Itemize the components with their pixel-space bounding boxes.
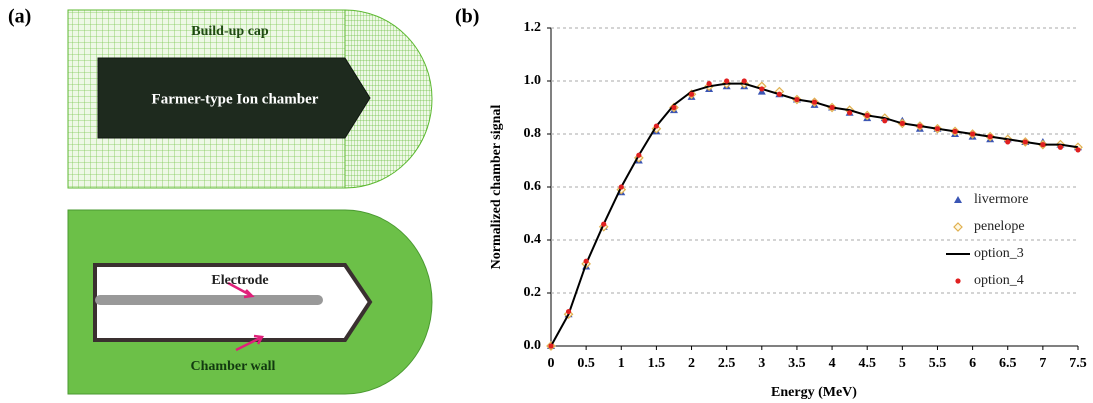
circle-marker: [882, 118, 887, 123]
chamber-label: Farmer-type Ion chamber: [152, 91, 319, 107]
legend-label: option_4: [974, 273, 1024, 288]
circle-marker: [970, 131, 975, 136]
y-tick-label: 0.8: [524, 126, 542, 141]
circle-marker: [759, 86, 764, 91]
circle-marker: [988, 134, 993, 139]
circle-marker: [584, 259, 589, 264]
x-tick-label: 7: [1039, 356, 1046, 371]
x-tick-label: 6.5: [999, 356, 1017, 371]
y-tick-label: 0.4: [524, 232, 542, 247]
circle-marker: [917, 123, 922, 128]
circle-marker: [935, 126, 940, 131]
x-tick-label: 5.5: [929, 356, 947, 371]
y-tick-label: 0.6: [524, 179, 542, 194]
circle-marker: [955, 278, 960, 283]
circle-marker: [1058, 145, 1063, 150]
circle-marker: [654, 123, 659, 128]
wall-label: Chamber wall: [191, 359, 276, 374]
x-tick-label: 2.5: [718, 356, 736, 371]
panel-label: (b): [455, 6, 479, 28]
y-tick-label: 0.2: [524, 285, 542, 300]
circle-marker: [671, 105, 676, 110]
triangle-marker: [954, 196, 962, 203]
x-tick-label: 4.5: [858, 356, 876, 371]
circle-marker: [1040, 142, 1045, 147]
y-tick-label: 1.2: [524, 20, 542, 35]
x-tick-label: 0.5: [577, 356, 595, 371]
cap-label: Build-up cap: [191, 24, 269, 39]
y-tick-label: 1.0: [524, 73, 542, 88]
circle-marker: [1023, 139, 1028, 144]
circle-marker: [689, 92, 694, 97]
circle-marker: [777, 92, 782, 97]
circle-marker: [865, 113, 870, 118]
circle-marker: [636, 153, 641, 158]
electrode-label: Electrode: [211, 273, 268, 288]
x-tick-label: 5: [899, 356, 906, 371]
circle-marker: [601, 222, 606, 227]
circle-marker: [900, 121, 905, 126]
circle-marker: [829, 105, 834, 110]
circle-marker: [1005, 139, 1010, 144]
x-tick-label: 1.5: [648, 356, 666, 371]
figure: (a) (b) Build-up cap Farmer-type Ion cha…: [0, 0, 1093, 403]
x-tick-label: 7.5: [1069, 356, 1087, 371]
circle-marker: [1075, 147, 1080, 152]
x-tick-label: 2: [688, 356, 695, 371]
circle-marker: [619, 184, 624, 189]
circle-marker: [794, 97, 799, 102]
circle-marker: [847, 110, 852, 115]
legend-label: option_3: [974, 246, 1024, 261]
circle-marker: [952, 129, 957, 134]
x-axis-label: Energy (MeV): [771, 385, 857, 400]
x-tick-label: 4: [829, 356, 836, 371]
y-axis-label: Normalized chamber signal: [489, 105, 504, 270]
x-tick-label: 3: [758, 356, 765, 371]
circle-marker: [566, 309, 571, 314]
x-tick-label: 0: [548, 356, 555, 371]
circle-marker: [742, 78, 747, 83]
panel-label: (a): [8, 6, 31, 28]
series-line: [551, 84, 1078, 346]
circle-marker: [724, 78, 729, 83]
x-tick-label: 1: [618, 356, 625, 371]
x-tick-label: 6: [969, 356, 976, 371]
circle-marker: [812, 100, 817, 105]
legend-label: livermore: [974, 192, 1028, 207]
diamond-marker: [954, 223, 962, 231]
legend-label: penelope: [974, 219, 1025, 234]
y-tick-label: 0.0: [524, 338, 542, 353]
circle-marker: [707, 81, 712, 86]
x-tick-label: 3.5: [788, 356, 806, 371]
circle-marker: [548, 343, 553, 348]
